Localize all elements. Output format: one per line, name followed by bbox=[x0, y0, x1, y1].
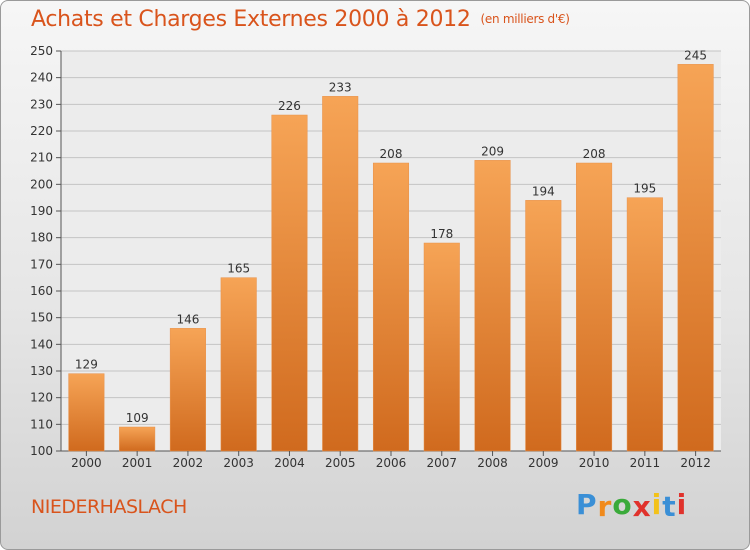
y-tick-label: 150 bbox=[30, 311, 53, 325]
x-tick-label: 2012 bbox=[680, 456, 711, 470]
bar-value-label: 146 bbox=[176, 312, 199, 326]
y-tick-label: 120 bbox=[30, 391, 53, 405]
x-tick-label: 2004 bbox=[274, 456, 305, 470]
y-tick-label: 220 bbox=[30, 124, 53, 138]
bar bbox=[372, 162, 410, 452]
y-tick-label: 250 bbox=[30, 44, 53, 58]
bar-value-label: 178 bbox=[430, 227, 453, 241]
bar-value-label: 194 bbox=[532, 184, 555, 198]
bar bbox=[626, 197, 663, 452]
bar bbox=[322, 96, 359, 452]
chart-title: Achats et Charges Externes 2000 à 2012 (e… bbox=[31, 7, 570, 32]
y-tick-label: 180 bbox=[30, 231, 53, 245]
x-tick-label: 2003 bbox=[223, 456, 254, 470]
bar-value-label: 245 bbox=[684, 48, 707, 62]
x-tick-label: 2011 bbox=[630, 456, 661, 470]
x-tick-label: 2001 bbox=[122, 456, 153, 470]
logo-letter: P bbox=[576, 488, 598, 521]
logo-letter: r bbox=[597, 490, 613, 523]
logo-letter: o bbox=[612, 488, 633, 521]
bar-value-label: 209 bbox=[481, 144, 504, 158]
x-tick-label: 2009 bbox=[528, 456, 559, 470]
x-tick-label: 2002 bbox=[173, 456, 204, 470]
logo-letter: x bbox=[632, 490, 652, 523]
x-tick-label: 2000 bbox=[71, 456, 102, 470]
logo-letter: i bbox=[676, 488, 688, 521]
bar bbox=[220, 277, 257, 452]
bar bbox=[525, 200, 562, 452]
bar bbox=[423, 242, 460, 452]
x-tick-label: 2008 bbox=[477, 456, 508, 470]
bar bbox=[677, 64, 714, 452]
bar-value-label: 208 bbox=[380, 147, 403, 161]
commune-name: NIEDERHASLACH bbox=[31, 496, 187, 518]
bar-value-label: 208 bbox=[583, 147, 606, 161]
logo-letter: t bbox=[662, 490, 677, 523]
x-tick-label: 2010 bbox=[579, 456, 610, 470]
y-tick-label: 160 bbox=[30, 284, 53, 298]
y-tick-label: 190 bbox=[30, 204, 53, 218]
y-tick-label: 110 bbox=[30, 417, 53, 431]
y-tick-label: 140 bbox=[30, 337, 53, 351]
y-tick-label: 210 bbox=[30, 151, 53, 165]
y-tick-label: 170 bbox=[30, 257, 53, 271]
y-tick-label: 230 bbox=[30, 97, 53, 111]
proxiti-logo: Proxiti bbox=[576, 488, 688, 523]
bar bbox=[271, 114, 308, 452]
x-tick-label: 2006 bbox=[376, 456, 407, 470]
bar bbox=[169, 328, 206, 452]
y-tick-label: 130 bbox=[30, 364, 53, 378]
bar bbox=[68, 373, 105, 452]
chart-unit: (en milliers d'€) bbox=[480, 12, 570, 26]
y-tick-label: 240 bbox=[30, 71, 53, 85]
bar bbox=[474, 160, 511, 452]
bar-value-label: 109 bbox=[126, 411, 149, 425]
bar-value-label: 165 bbox=[227, 262, 250, 276]
logo-letter: i bbox=[651, 488, 663, 521]
bar bbox=[119, 426, 156, 452]
chart-title-text: Achats et Charges Externes 2000 à 2012 bbox=[31, 7, 471, 32]
bar-value-label: 129 bbox=[75, 358, 98, 372]
bar bbox=[576, 162, 613, 452]
y-tick-label: 200 bbox=[30, 177, 53, 191]
y-tick-label: 100 bbox=[30, 444, 53, 458]
bar-value-label: 195 bbox=[633, 182, 656, 196]
bar-value-label: 233 bbox=[329, 80, 352, 94]
bar-value-label: 226 bbox=[278, 99, 301, 113]
x-tick-label: 2005 bbox=[325, 456, 356, 470]
x-tick-label: 2007 bbox=[426, 456, 457, 470]
